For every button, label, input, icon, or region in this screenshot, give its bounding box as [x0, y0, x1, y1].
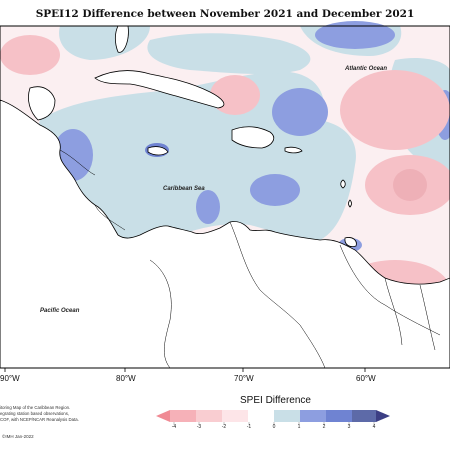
pacific-ocean-label: Pacific Ocean: [40, 308, 80, 314]
map-title: SPEI12 Difference between November 2021 …: [35, 8, 415, 20]
legend-tick-label: 0: [272, 424, 276, 430]
legend-tick-label: 4: [372, 424, 376, 430]
dry-area-1: [340, 70, 450, 150]
border-lines: [59, 149, 441, 369]
wet-band-top: [147, 33, 311, 75]
legend-tick-label: 1: [297, 424, 301, 430]
legend-swatch-7: [326, 410, 352, 422]
lon-label-70w: 70°W: [234, 374, 254, 383]
border-6: [384, 277, 403, 346]
legend-tick-label: -1: [246, 424, 252, 430]
legend-tick-label: 3: [347, 424, 351, 430]
dry-area-4: [0, 35, 60, 75]
legend-tick-label: -4: [171, 424, 177, 430]
jamaica-island: [147, 146, 169, 156]
map-frame: [0, 25, 450, 369]
anomaly-field: [0, 21, 450, 320]
border-2: [94, 204, 126, 231]
atlantic-ocean-label: Atlantic Ocean: [344, 66, 387, 72]
legend-tick-label: -3: [196, 424, 202, 430]
hispaniola-island: [231, 126, 275, 149]
puerto-rico-island: [284, 146, 303, 154]
caribbean-sea-label: Caribbean Sea: [163, 186, 205, 192]
legend-swatch-6: [300, 410, 326, 422]
legend-swatch-1: [170, 410, 196, 422]
legend-arrow-right: [376, 410, 390, 422]
wet-core-4: [196, 190, 220, 224]
credit-line: egrating station based observations,: [0, 411, 70, 416]
central-america-land: [0, 99, 450, 369]
border-1: [59, 149, 96, 176]
border-7: [419, 284, 436, 351]
legend-colorbar: [156, 410, 390, 425]
wet-core-7: [315, 21, 395, 49]
wet-core-3: [250, 174, 300, 206]
copyright-text: ©IMH Jan-2022: [2, 434, 34, 439]
lon-label-90w: 90°W: [0, 374, 20, 383]
legend-title: SPEI Difference: [240, 395, 311, 406]
lon-label-60w: 60°W: [356, 374, 376, 383]
lon-label-80w: 80°W: [116, 374, 136, 383]
dry-core-1: [393, 169, 427, 201]
legend-swatch-8: [352, 410, 376, 422]
border-3: [149, 259, 172, 369]
legend-swatch-4: [248, 410, 274, 422]
border-4: [229, 221, 326, 369]
yucatan-peninsula: [28, 86, 56, 121]
legend-tick-label: -2: [221, 424, 227, 430]
florida-tip: [114, 25, 129, 53]
legend-tick-label: 2: [322, 424, 326, 430]
legend-swatch-3: [222, 410, 248, 422]
border-5: [339, 244, 441, 336]
small-antilles-1: [340, 179, 346, 189]
longitude-ticks: [4, 368, 366, 372]
legend-swatch-5: [274, 410, 300, 422]
credit-line: itoring Map of the Caribbean Region.: [0, 405, 71, 410]
land-masses: [0, 25, 450, 369]
small-antilles-2: [348, 199, 352, 208]
legend-swatch-2: [196, 410, 222, 422]
dry-area-3: [210, 75, 260, 115]
legend-arrow-left: [156, 410, 170, 422]
credits-block: itoring Map of the Caribbean Region. egr…: [0, 405, 118, 423]
cuba-island: [94, 70, 225, 109]
trinidad-island: [344, 237, 357, 247]
credit-line: COF, with NCEP/NCAR Reanalysis Data.: [0, 417, 79, 422]
wet-core-6: [272, 88, 328, 136]
